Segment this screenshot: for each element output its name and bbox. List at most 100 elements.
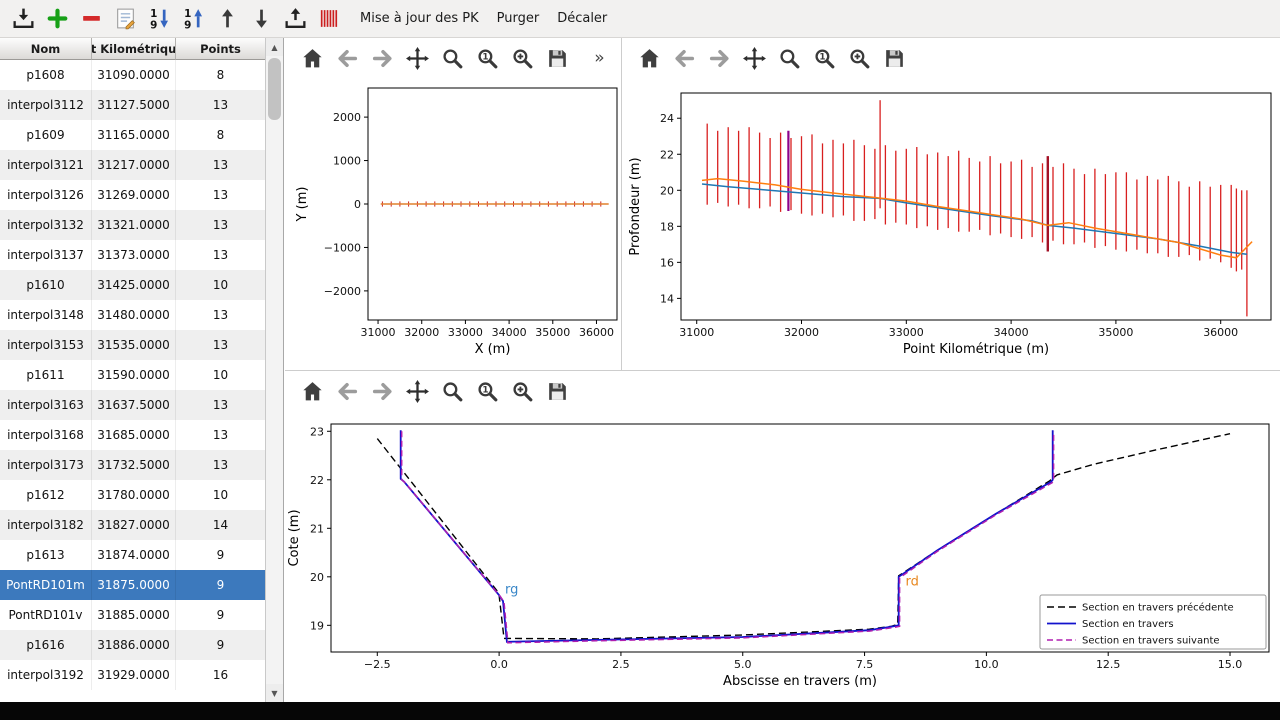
svg-text:0: 0 bbox=[354, 198, 361, 211]
table-row[interactable]: PontRD101m 31875.0000 9 bbox=[0, 570, 266, 600]
svg-text:32000: 32000 bbox=[784, 326, 819, 339]
table-row[interactable]: interpol3148 31480.0000 13 bbox=[0, 300, 266, 330]
table-row[interactable]: p1612 31780.0000 10 bbox=[0, 480, 266, 510]
table-cell: p1608 bbox=[0, 60, 92, 90]
back-button[interactable] bbox=[334, 378, 361, 405]
zoom-button[interactable] bbox=[439, 378, 466, 405]
zoom-plus-button[interactable] bbox=[509, 45, 536, 72]
table-row[interactable]: p1609 31165.0000 8 bbox=[0, 120, 266, 150]
pan-button[interactable] bbox=[404, 45, 431, 72]
back-icon bbox=[338, 382, 358, 400]
table-cell: interpol3132 bbox=[0, 210, 92, 240]
table-row[interactable]: interpol3182 31827.0000 14 bbox=[0, 510, 266, 540]
table-cell: interpol3126 bbox=[0, 180, 92, 210]
zoom-plus-button[interactable] bbox=[846, 45, 873, 72]
zoom-button[interactable] bbox=[776, 45, 803, 72]
svg-text:21: 21 bbox=[310, 522, 324, 535]
long-profile-panel: 1 31000 32000 33000 34000 35000 36000 14 16 18 20… bbox=[622, 38, 1280, 371]
column-header-nom[interactable]: Nom bbox=[0, 38, 92, 60]
table-cell: 13 bbox=[176, 420, 266, 450]
table-row[interactable]: interpol3112 31127.5000 13 bbox=[0, 90, 266, 120]
table-row[interactable]: interpol3192 31929.0000 16 bbox=[0, 660, 266, 690]
overflow-button[interactable]: » bbox=[586, 45, 613, 72]
edit-button[interactable] bbox=[112, 5, 139, 32]
home-button[interactable] bbox=[299, 378, 326, 405]
table-scrollbar[interactable]: ▲ ▼ bbox=[265, 38, 283, 702]
column-header-points[interactable]: Points bbox=[176, 38, 266, 60]
svg-text:36000: 36000 bbox=[1203, 326, 1238, 339]
home-button[interactable] bbox=[299, 45, 326, 72]
export-button[interactable] bbox=[282, 5, 309, 32]
bottom-bar bbox=[0, 702, 1280, 720]
save-button[interactable] bbox=[544, 45, 571, 72]
table-row[interactable]: interpol3126 31269.0000 13 bbox=[0, 180, 266, 210]
home-button[interactable] bbox=[636, 45, 663, 72]
pan-button[interactable] bbox=[404, 378, 431, 405]
scroll-down-button[interactable]: ▼ bbox=[266, 684, 283, 702]
column-header-pk[interactable]: t Kilométriqu bbox=[92, 38, 176, 60]
section-toolbar: 1 bbox=[285, 371, 1280, 411]
back-button[interactable] bbox=[671, 45, 698, 72]
add-button[interactable] bbox=[44, 5, 71, 32]
zoom-plus-button[interactable] bbox=[509, 378, 536, 405]
zoom-1-button[interactable]: 1 bbox=[474, 378, 501, 405]
table-cell: 31373.0000 bbox=[92, 240, 176, 270]
table-row[interactable]: p1616 31886.0000 9 bbox=[0, 630, 266, 660]
table-row[interactable]: p1610 31425.0000 10 bbox=[0, 270, 266, 300]
back-icon bbox=[338, 49, 358, 67]
forward-button[interactable] bbox=[369, 378, 396, 405]
table-row[interactable]: interpol3121 31217.0000 13 bbox=[0, 150, 266, 180]
scrollbar-thumb[interactable] bbox=[268, 58, 281, 120]
table-row[interactable]: interpol3137 31373.0000 13 bbox=[0, 240, 266, 270]
back-button[interactable] bbox=[334, 45, 361, 72]
menu-purger[interactable]: Purger bbox=[496, 11, 540, 26]
table-cell: 31217.0000 bbox=[92, 150, 176, 180]
table-row[interactable]: interpol3163 31637.5000 13 bbox=[0, 390, 266, 420]
sections-table: Nom t Kilométriqu Points p1608 31090.0000… bbox=[0, 38, 284, 702]
scroll-up-button[interactable]: ▲ bbox=[266, 38, 283, 56]
menu-decaler[interactable]: Décaler bbox=[557, 11, 608, 26]
forward-button[interactable] bbox=[369, 45, 396, 72]
move-up-button[interactable] bbox=[214, 5, 241, 32]
svg-text:24: 24 bbox=[660, 112, 674, 125]
import-button[interactable] bbox=[10, 5, 37, 32]
svg-text:22: 22 bbox=[310, 474, 324, 487]
zoom-1-button[interactable]: 1 bbox=[474, 45, 501, 72]
svg-text:33000: 33000 bbox=[889, 326, 924, 339]
zoom-button[interactable] bbox=[439, 45, 466, 72]
table-row[interactable]: PontRD101v 31885.0000 9 bbox=[0, 600, 266, 630]
remove-button[interactable] bbox=[78, 5, 105, 32]
series-Section en travers précédente bbox=[376, 433, 1231, 640]
table-cell: interpol3153 bbox=[0, 330, 92, 360]
table-row[interactable]: p1613 31874.0000 9 bbox=[0, 540, 266, 570]
table-row[interactable]: p1611 31590.0000 10 bbox=[0, 360, 266, 390]
table-row[interactable]: interpol3168 31685.0000 13 bbox=[0, 420, 266, 450]
menu-mise-a-jour-des-pk[interactable]: Mise à jour des PK bbox=[360, 11, 479, 26]
plan-chart[interactable]: 31000 32000 33000 34000 35000 36000 −2000 −1000… bbox=[285, 78, 621, 371]
svg-text:0.0: 0.0 bbox=[490, 658, 508, 671]
arrow-down-icon bbox=[256, 9, 267, 28]
table-row[interactable]: interpol3173 31732.5000 13 bbox=[0, 450, 266, 480]
table-cell: 13 bbox=[176, 90, 266, 120]
sections-button[interactable] bbox=[316, 5, 343, 32]
zoom-plus-icon bbox=[513, 381, 533, 401]
forward-button[interactable] bbox=[706, 45, 733, 72]
axes: 31000 32000 33000 34000 35000 36000 14 16 18 20 22… bbox=[660, 112, 1238, 339]
table-row[interactable]: interpol3132 31321.0000 13 bbox=[0, 210, 266, 240]
save-button[interactable] bbox=[544, 378, 571, 405]
save-button[interactable] bbox=[881, 45, 908, 72]
svg-text:−1000: −1000 bbox=[324, 241, 361, 254]
table-row[interactable]: interpol3153 31535.0000 13 bbox=[0, 330, 266, 360]
toolbar-overflow-icon: » bbox=[594, 48, 605, 68]
svg-text:Section en travers suivante: Section en travers suivante bbox=[1082, 636, 1220, 647]
pan-button[interactable] bbox=[741, 45, 768, 72]
table-cell: 9 bbox=[176, 540, 266, 570]
move-down-button[interactable] bbox=[248, 5, 275, 32]
profile-chart[interactable]: 31000 32000 33000 34000 35000 36000 14 16 18 20 22… bbox=[622, 78, 1280, 371]
table-row[interactable]: p1608 31090.0000 8 bbox=[0, 60, 266, 90]
svg-text:12.5: 12.5 bbox=[1096, 658, 1121, 671]
zoom-1-button[interactable]: 1 bbox=[811, 45, 838, 72]
